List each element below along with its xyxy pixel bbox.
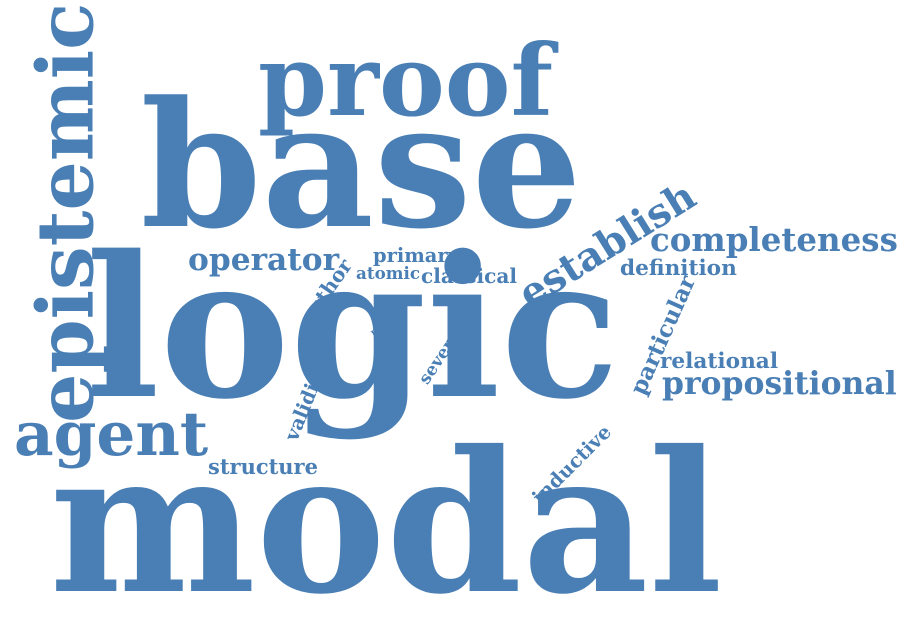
word-definition: definition bbox=[620, 256, 737, 281]
word-atomic: atomic bbox=[356, 263, 421, 283]
word-agent: agent bbox=[14, 398, 209, 470]
word-primary: primary bbox=[373, 243, 459, 267]
word-logic: logic bbox=[85, 214, 620, 443]
word-structure: structure bbox=[208, 453, 318, 479]
word-proof: proof bbox=[258, 22, 554, 139]
word-classical: classical bbox=[421, 264, 517, 288]
word-base: base bbox=[140, 62, 582, 267]
word-modal: modal bbox=[49, 408, 723, 625]
word-epistemic: epistemic bbox=[20, 2, 112, 423]
word-relational: relational bbox=[660, 349, 779, 374]
word-completeness: completeness bbox=[650, 220, 898, 259]
word-propositional: propositional bbox=[662, 364, 897, 402]
word-operator: operator bbox=[188, 241, 340, 278]
